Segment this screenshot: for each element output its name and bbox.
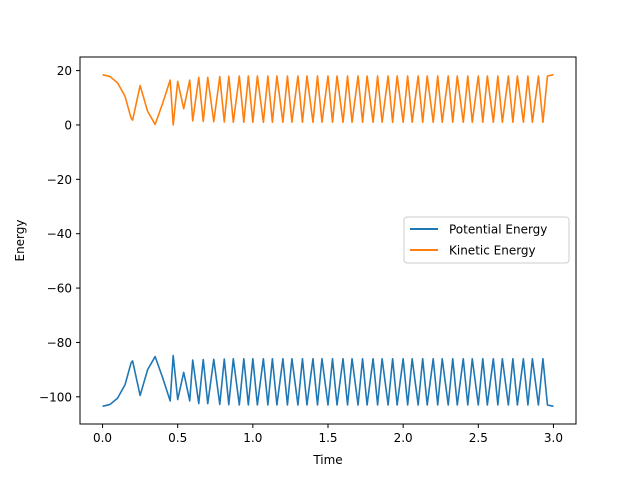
legend-box	[403, 216, 570, 264]
legend-label-potential-energy: Potential Energy	[449, 223, 547, 237]
x-tick-label: 0.5	[168, 431, 187, 445]
y-tick-label: −40	[47, 227, 72, 241]
y-tick-label: −60	[47, 282, 72, 296]
y-tick-label: 0	[64, 118, 72, 132]
series-layer	[102, 73, 554, 408]
legend: Potential Energy Kinetic Energy	[403, 216, 570, 264]
y-tick-label: −100	[39, 390, 72, 404]
y-axis-label: Energy	[13, 219, 27, 261]
x-axis-label: Time	[312, 453, 342, 467]
series-line-potential-energy	[102, 354, 554, 408]
legend-label-kinetic-energy: Kinetic Energy	[449, 244, 536, 258]
x-tick-label: 2.0	[394, 431, 413, 445]
x-tick-label: 3.0	[544, 431, 563, 445]
y-tick-label: −80	[47, 336, 72, 350]
x-tick-label: 2.5	[469, 431, 488, 445]
y-axis-ticks: 20 0 −20 −40 −60 −80 −100	[39, 64, 80, 404]
x-tick-label: 0.0	[93, 431, 112, 445]
x-tick-label: 1.0	[243, 431, 262, 445]
y-tick-label: 20	[57, 64, 72, 78]
x-tick-label: 1.5	[318, 431, 337, 445]
x-axis-ticks: 0.0 0.5 1.0 1.5 2.0 2.5 3.0	[93, 424, 563, 445]
y-tick-label: −20	[47, 173, 72, 187]
series-line-kinetic-energy	[102, 73, 554, 126]
